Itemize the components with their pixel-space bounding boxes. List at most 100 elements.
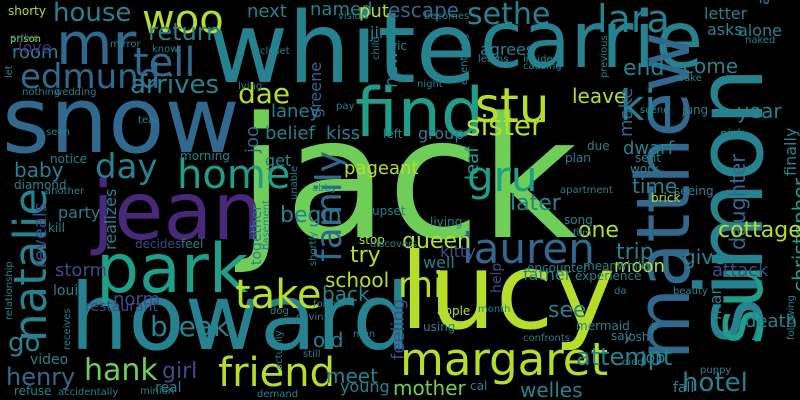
word-let: let [4, 65, 15, 78]
word-snow: snow [2, 67, 240, 174]
word-come: come [683, 54, 739, 78]
word-jin: jin [370, 23, 390, 42]
word-vision: vision [338, 11, 368, 22]
word-say: say [611, 329, 632, 343]
word-year: year [737, 99, 782, 123]
word-arrive: arrive [10, 33, 40, 44]
word-know: know [152, 44, 179, 55]
word-eventually: eventually [459, 32, 470, 85]
word-finally: finally [781, 127, 800, 176]
word-discovers: discovers [370, 239, 418, 250]
word-reveals: reveals [30, 202, 51, 268]
word-sister: sister [466, 109, 543, 142]
word-mr: mr [56, 10, 137, 78]
word-using: using [423, 320, 456, 334]
word-previous: previous [599, 35, 610, 78]
word-letter: letter [704, 4, 748, 23]
word-dae: dae [238, 77, 291, 110]
word-lara: lara [597, 0, 670, 41]
word-next: next [247, 1, 287, 22]
word-encounter: encounter [527, 261, 589, 275]
word-friend: friend [218, 350, 335, 396]
word-lauren: lauren [462, 224, 595, 273]
word-causing: causing [523, 61, 562, 72]
word-joo: joo [242, 125, 263, 153]
word-learns: learns [478, 54, 509, 65]
word-woo: woo [142, 0, 224, 43]
word-puppy: puppy [700, 365, 732, 376]
word-restaurant: restaurant [85, 299, 158, 315]
word-gru: gru [467, 152, 538, 201]
word-mirror: mirror [110, 39, 141, 50]
word-carrie: carrie [480, 0, 704, 86]
word-dwarf: dwarf [623, 138, 674, 159]
word-meanwhile: meanwhile [583, 259, 649, 273]
word-agrees: agrees [480, 40, 535, 59]
word-job: job [641, 348, 666, 367]
word-stop: stop [359, 233, 385, 247]
word-morning: morning [180, 149, 230, 163]
word-becomes: becomes [424, 11, 470, 22]
word-another: another [45, 186, 85, 197]
word-break: break [150, 310, 230, 343]
word-apple: apple [437, 304, 471, 318]
word-refuse: refuse [14, 384, 52, 398]
word-scene: scene [640, 105, 670, 116]
word-pay: pay [336, 101, 355, 112]
word-queen: queen [402, 229, 471, 254]
word-jr: jr [651, 319, 660, 333]
word-actually: actually [274, 330, 285, 371]
word-escape: escape [388, 0, 459, 22]
word-unable: unable [289, 165, 300, 200]
word-school: school [325, 268, 390, 292]
word-nothing: nothing [22, 87, 61, 98]
word-former: former [313, 299, 347, 310]
word-kiss: kiss [326, 123, 361, 144]
word-relationship: relationship [4, 261, 15, 320]
word-beauty: beauty [673, 286, 708, 297]
word-one: one [578, 218, 619, 243]
word-time: time [632, 174, 678, 198]
word-greene: greene [306, 61, 325, 118]
word-put: put [359, 1, 389, 22]
word-room: room [12, 42, 59, 63]
word-storm: storm [55, 260, 108, 281]
word-nick: nick [720, 127, 745, 141]
word-man: man [706, 284, 725, 320]
word-lying: lying [238, 81, 263, 92]
word-park: park [96, 230, 249, 309]
word-accidentally: accidentally [58, 387, 119, 398]
word-norm: norm [113, 289, 161, 310]
word-child: child [371, 36, 382, 60]
word-new: new [381, 50, 402, 88]
word-alone: alone [738, 21, 783, 40]
word-song: song [564, 213, 593, 227]
word-mi: mi [398, 265, 444, 306]
word-edmund: edmund [20, 57, 161, 97]
word-still: still [303, 349, 321, 360]
word-abby: abby [312, 183, 337, 194]
word-tear: tear [138, 115, 159, 126]
word-experience: experience [575, 269, 642, 283]
word-attempt: attempt [576, 343, 673, 371]
word-end: end [623, 56, 665, 81]
word-upset: upset [372, 204, 406, 218]
word-feeling: feeling [388, 298, 409, 360]
word-howard: howard [70, 264, 411, 371]
word-hank: hank [84, 353, 158, 388]
word-video: video [30, 352, 69, 368]
word-party: party [58, 203, 101, 222]
word-old: old [313, 328, 344, 352]
word-make: make [616, 87, 637, 137]
word-away: away [754, 0, 773, 5]
word-wedding: wedding [54, 87, 97, 98]
word-realizes: realizes [101, 188, 120, 250]
word-inside: inside [523, 54, 553, 65]
word-return: return [148, 18, 222, 46]
word-naked: naked [745, 35, 776, 46]
word-sent: sent [635, 151, 661, 165]
word-brick: brick [651, 191, 681, 205]
word-apartment: apartment [560, 185, 613, 196]
word-meet: meet [326, 364, 378, 388]
word-stu: stu [475, 78, 550, 134]
